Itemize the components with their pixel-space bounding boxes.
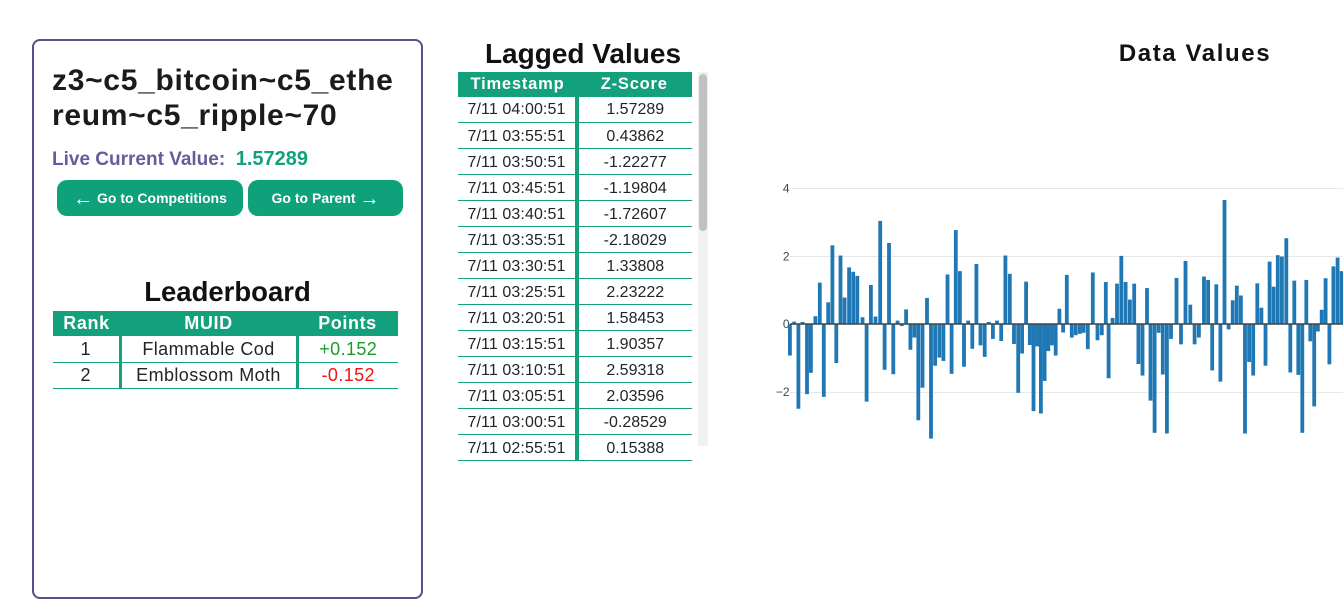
svg-text:−2: −2 (776, 385, 790, 399)
svg-text:2: 2 (783, 249, 790, 263)
svg-text:Data Values: Data Values (1119, 40, 1271, 67)
svg-text:0: 0 (783, 317, 790, 331)
svg-text:4: 4 (783, 182, 790, 196)
